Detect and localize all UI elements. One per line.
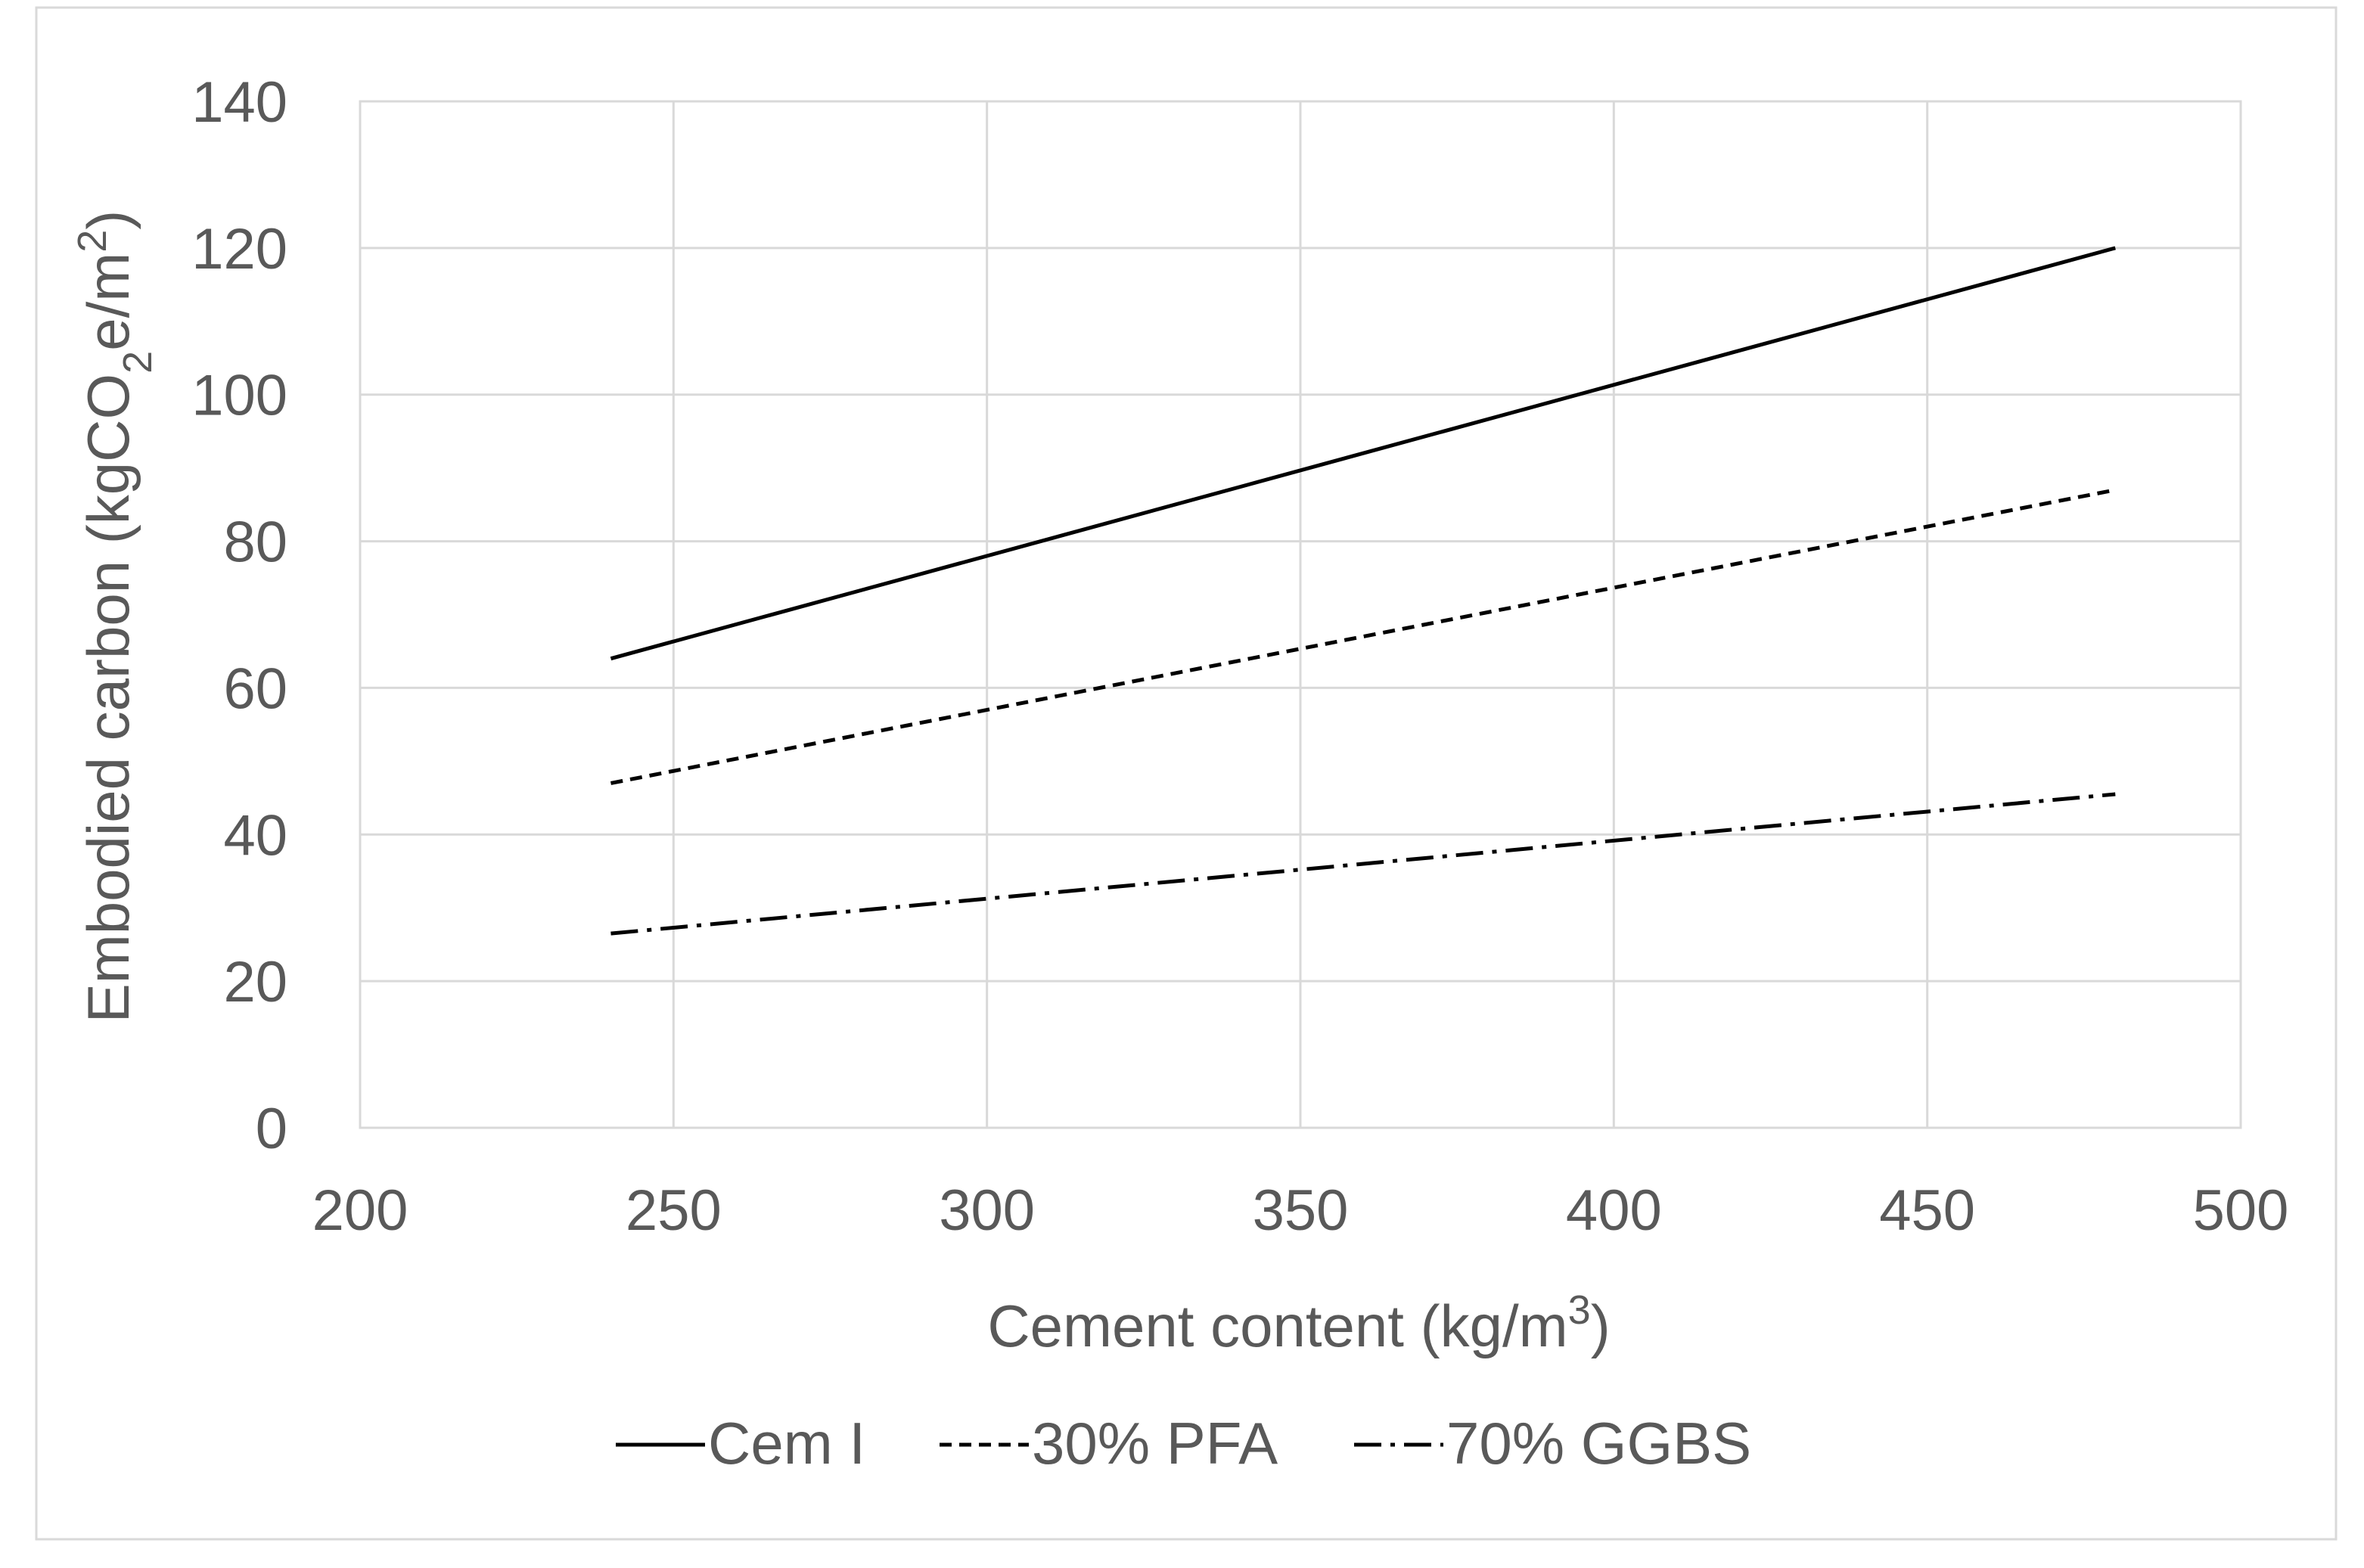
legend-label-70-ggbs: 70% GGBS [1446, 1410, 1751, 1476]
legend-label-cem-i: Cem I [708, 1410, 865, 1476]
legend: Cem I 30% PFA 70% GGBS [616, 1410, 1751, 1476]
y-axis-title-superscript: 2 [70, 230, 115, 253]
plot-border [359, 100, 2242, 1129]
y-tick-label: 40 [223, 803, 287, 868]
x-axis-title: Cement content (kg/m3) [987, 1287, 1610, 1359]
y-tick-label: 0 [256, 1097, 287, 1161]
y-tick-label: 120 [191, 217, 287, 281]
y-tick-label: 20 [223, 950, 287, 1014]
y-tick-label: 80 [223, 511, 287, 575]
x-axis-title-superscript: 3 [1568, 1287, 1591, 1333]
y-tick-label: 140 [191, 70, 287, 135]
y-axis-title-text: Embodied carbon (kgCO [75, 374, 141, 1023]
y-tick-label: 60 [223, 657, 287, 721]
y-axis-title-subscript: 2 [115, 351, 160, 374]
x-tick-label: 450 [1879, 1178, 1975, 1243]
series-line-cem-i [610, 246, 2116, 661]
y-tick-labels: 0 20 40 60 80 100 120 140 [191, 70, 287, 1161]
x-axis-title-suffix: ) [1591, 1293, 1611, 1359]
x-tick-label: 200 [312, 1178, 408, 1243]
legend-label-30-pfa: 30% PFA [1032, 1410, 1278, 1476]
y-tick-label: 100 [191, 364, 287, 428]
x-tick-label: 500 [2193, 1178, 2289, 1243]
y-axis-title: Embodied carbon (kgCO2e/m2) [70, 210, 160, 1023]
x-tick-label: 250 [626, 1178, 722, 1243]
series-line-70-ggbs [610, 792, 2116, 936]
x-tick-labels: 200 250 300 350 400 450 500 [312, 1178, 2289, 1243]
y-axis-title-middle: e/m [75, 253, 141, 351]
y-axis-title-suffix: ) [75, 210, 141, 230]
series-lines [610, 246, 2116, 936]
chart-frame [35, 6, 2338, 1541]
plot-area [359, 100, 2242, 1129]
x-tick-label: 350 [1253, 1178, 1349, 1243]
x-axis-title-text: Cement content (kg/m [987, 1293, 1567, 1359]
x-tick-label: 300 [939, 1178, 1035, 1243]
x-tick-label: 400 [1566, 1178, 1662, 1243]
